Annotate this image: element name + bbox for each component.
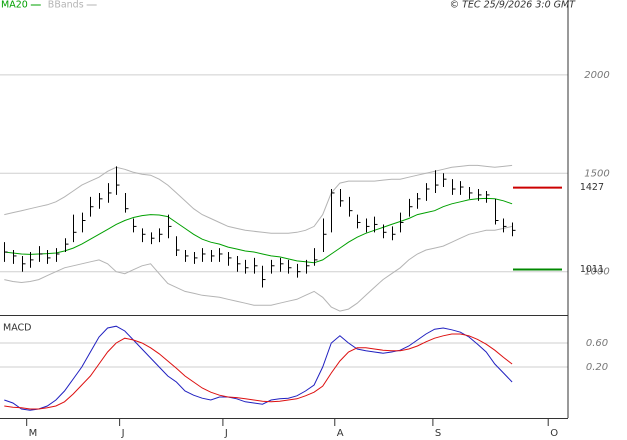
price-level-label: 1427: [580, 182, 604, 193]
bollinger-band: [4, 225, 513, 312]
y-tick-label: 0.60: [586, 338, 608, 349]
x-tick-label: O: [550, 428, 558, 439]
y-tick-label: 2000: [584, 70, 609, 81]
moving-average: [4, 197, 513, 264]
legend-label: MA20: [1, 0, 28, 11]
x-tick-label: J: [224, 428, 228, 439]
macd-title: MACD: [3, 323, 31, 334]
macd-line: [4, 325, 513, 411]
x-tick-label: J: [121, 428, 125, 439]
x-tick-label: A: [337, 428, 344, 439]
timestamp: © TEC 25/9/2026 3:0 GMT: [450, 0, 577, 11]
price-level-label: 1011: [580, 264, 604, 275]
y-tick-label: 1500: [584, 168, 609, 179]
y-tick-label: 1000: [584, 267, 609, 278]
y-tick-label: 0.20: [586, 362, 608, 373]
legend-label: BBands: [48, 0, 84, 11]
x-tick-label: S: [435, 428, 441, 439]
x-tick-label: M: [29, 428, 38, 439]
bollinger-band: [4, 164, 513, 234]
macd-line: [4, 333, 513, 410]
